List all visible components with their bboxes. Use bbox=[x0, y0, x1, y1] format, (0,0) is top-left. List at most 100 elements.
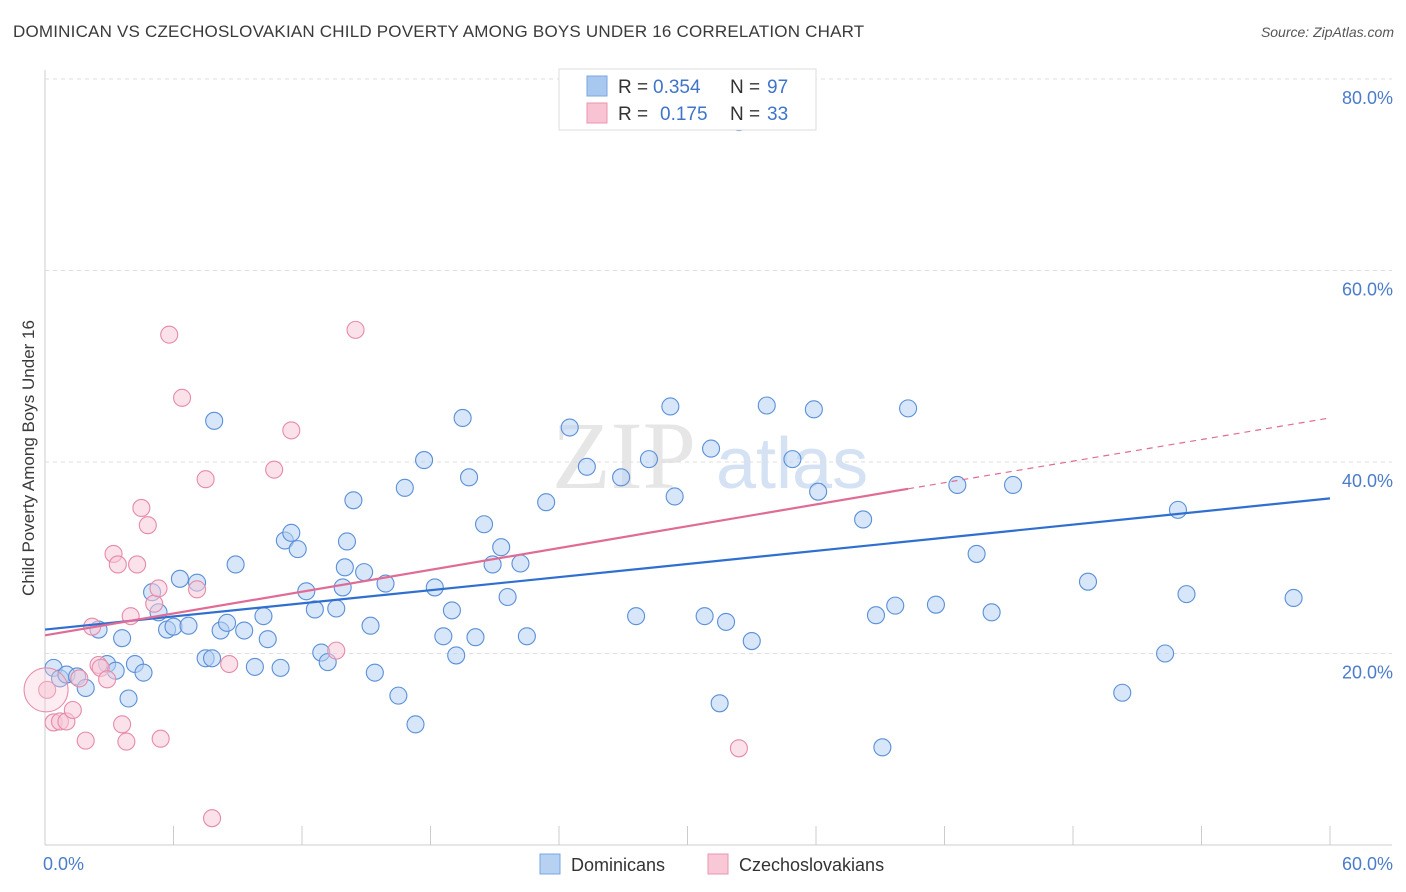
data-point bbox=[113, 715, 132, 734]
source-label: Source: ZipAtlas.com bbox=[1260, 24, 1394, 40]
data-point bbox=[355, 563, 374, 582]
series-czechoslovakians bbox=[23, 320, 748, 828]
legend-r-value-0: 0.354 bbox=[653, 77, 701, 98]
data-point bbox=[265, 460, 284, 479]
x-tick-label-max: 60.0% bbox=[1342, 854, 1393, 874]
data-point bbox=[434, 627, 453, 646]
data-point bbox=[511, 554, 530, 573]
data-point bbox=[132, 498, 151, 518]
data-point bbox=[612, 468, 631, 487]
data-point bbox=[661, 397, 680, 416]
data-point bbox=[145, 594, 164, 613]
data-point bbox=[492, 538, 511, 557]
data-point bbox=[1113, 683, 1132, 702]
legend-n-value-0: 97 bbox=[767, 77, 788, 98]
trend-line bbox=[44, 497, 1331, 631]
data-point bbox=[695, 607, 714, 626]
legend-n-label-1: N = bbox=[730, 104, 760, 125]
data-point bbox=[627, 607, 646, 626]
data-point bbox=[389, 686, 408, 705]
data-point bbox=[203, 809, 222, 828]
data-point bbox=[639, 450, 659, 469]
data-point bbox=[38, 680, 57, 699]
data-point bbox=[254, 607, 273, 626]
data-point bbox=[333, 578, 352, 597]
data-point bbox=[220, 654, 239, 674]
data-point bbox=[376, 574, 395, 593]
data-point bbox=[498, 587, 517, 607]
data-point bbox=[63, 700, 82, 720]
data-point bbox=[406, 715, 425, 734]
data-point bbox=[160, 325, 179, 344]
data-point bbox=[113, 629, 132, 648]
data-point bbox=[327, 599, 346, 618]
data-point bbox=[517, 627, 536, 646]
gridlines bbox=[45, 78, 1392, 654]
data-point bbox=[149, 579, 168, 598]
data-point bbox=[335, 558, 354, 577]
data-point bbox=[179, 616, 198, 635]
bottom-legend-swatch-czechoslovakians bbox=[707, 853, 729, 875]
data-point bbox=[866, 606, 886, 625]
data-point bbox=[453, 408, 472, 428]
data-point bbox=[134, 663, 153, 682]
data-point bbox=[415, 451, 434, 470]
data-point bbox=[119, 689, 138, 708]
data-point bbox=[716, 612, 736, 631]
data-point bbox=[108, 555, 127, 574]
data-point bbox=[702, 439, 721, 458]
y-tick-label: 40.0% bbox=[1342, 471, 1393, 491]
series-legend: Dominicans Czechoslovakians bbox=[539, 853, 884, 875]
data-point bbox=[76, 731, 95, 750]
data-point bbox=[117, 732, 136, 751]
data-point bbox=[203, 649, 222, 668]
data-point bbox=[327, 641, 346, 660]
data-point bbox=[926, 595, 945, 614]
data-point bbox=[282, 523, 301, 542]
data-point bbox=[235, 621, 254, 640]
data-point bbox=[170, 569, 189, 588]
data-point bbox=[98, 670, 117, 689]
data-point bbox=[365, 663, 384, 682]
bottom-legend-swatch-dominicans bbox=[539, 853, 561, 875]
chart-title: DOMINICAN VS CZECHOSLOVAKIAN CHILD POVER… bbox=[13, 22, 865, 41]
legend-swatch-czechoslovakians bbox=[586, 102, 608, 124]
legend-r-value-1: 0.175 bbox=[660, 104, 708, 125]
data-point bbox=[196, 470, 215, 489]
data-point bbox=[459, 468, 479, 487]
data-point bbox=[151, 729, 170, 748]
data-point bbox=[577, 457, 596, 476]
y-tick-labels: 80.0% 60.0% 40.0% 20.0% bbox=[1342, 88, 1393, 683]
data-point bbox=[982, 603, 1001, 622]
data-point bbox=[742, 632, 761, 651]
data-point bbox=[783, 450, 802, 469]
data-point bbox=[245, 657, 264, 676]
y-tick-label: 60.0% bbox=[1342, 280, 1393, 300]
data-point bbox=[173, 388, 192, 407]
x-ticks bbox=[44, 826, 1331, 845]
data-point bbox=[23, 667, 69, 713]
trend-line bbox=[44, 487, 909, 637]
legend-n-label-0: N = bbox=[730, 77, 760, 98]
data-point bbox=[560, 418, 579, 437]
legend-r-label-0: R = bbox=[618, 77, 648, 98]
trend-lines bbox=[44, 417, 1331, 637]
data-point bbox=[271, 658, 290, 677]
data-point bbox=[1168, 500, 1187, 519]
data-point bbox=[967, 544, 986, 563]
data-point bbox=[710, 694, 729, 713]
trend-line-extension bbox=[907, 417, 1331, 490]
data-point bbox=[854, 510, 873, 529]
data-point bbox=[474, 515, 494, 534]
data-point bbox=[1003, 475, 1023, 495]
data-point bbox=[1177, 585, 1196, 604]
x-tick-label-min: 0.0% bbox=[43, 854, 84, 874]
correlation-legend: R = 0.354 N = 97 R = 0.175 N = 33 bbox=[558, 68, 817, 131]
data-point bbox=[70, 669, 89, 688]
data-point bbox=[138, 516, 157, 535]
data-point bbox=[1078, 572, 1098, 591]
data-point bbox=[1156, 644, 1175, 663]
data-point bbox=[361, 616, 380, 635]
data-point bbox=[809, 482, 828, 501]
